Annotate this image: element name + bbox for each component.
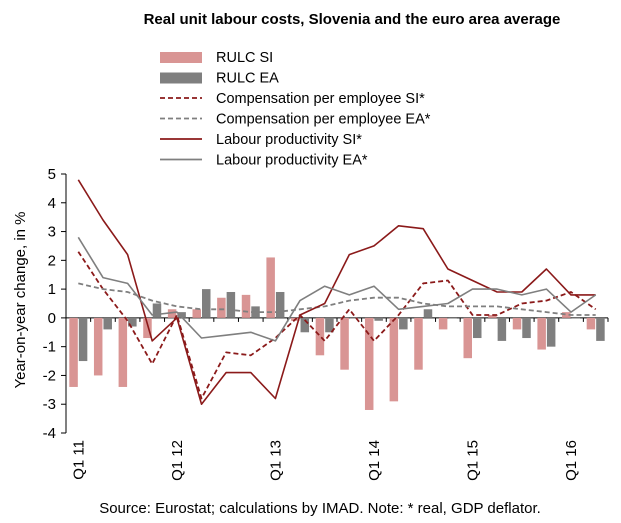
bar-rulc-ea xyxy=(596,317,605,341)
bar-rulc-si xyxy=(241,294,251,318)
bar-rulc-si xyxy=(217,297,226,318)
bar-rulc-ea xyxy=(300,317,310,333)
bar-rulc-ea xyxy=(275,291,285,318)
x-tick-label: Q1 12 xyxy=(169,440,186,481)
line-compensation-per-employee-ea- xyxy=(78,282,596,316)
bar-rulc-ea xyxy=(78,317,88,362)
bar-rulc-ea xyxy=(546,317,556,347)
legend-label-compensation-per-employee-ea-: Compensation per employee EA* xyxy=(216,112,431,128)
y-tick-label: -4 xyxy=(43,425,56,442)
x-tick-label: Q1 15 xyxy=(465,440,482,481)
bar-rulc-ea xyxy=(103,317,112,330)
line-labour-productivity-si- xyxy=(77,179,596,406)
legend-swatch-rulc-ea xyxy=(160,72,202,84)
bar-rulc-si xyxy=(562,312,571,318)
bar-rulc-ea xyxy=(473,317,482,339)
bar-rulc-ea xyxy=(571,317,581,319)
bar-rulc-si xyxy=(438,317,448,330)
y-tick-label: 1 xyxy=(48,281,56,298)
bar-rulc-si xyxy=(537,317,546,350)
source-note: Source: Eurostat; calculations by IMAD. … xyxy=(99,500,541,517)
bar-rulc-si xyxy=(463,317,472,359)
bar-rulc-si xyxy=(586,317,596,330)
bar-rulc-ea xyxy=(202,289,211,318)
bar-rulc-ea xyxy=(423,309,433,318)
bar-rulc-si xyxy=(488,315,497,318)
bar-rulc-si xyxy=(364,317,374,410)
bar-rulc-ea xyxy=(226,291,236,318)
x-tick-label: Q1 14 xyxy=(366,440,383,481)
y-tick-label: -3 xyxy=(43,396,56,413)
legend: RULC SI RULC EA Compensation per employee … xyxy=(160,50,431,169)
bar-rulc-si xyxy=(340,317,349,370)
bar-rulc-si xyxy=(389,317,399,402)
legend-label-rulc-si: RULC SI xyxy=(216,50,273,66)
x-tick-label: Q1 13 xyxy=(267,440,284,481)
legend-swatch-rulc-si xyxy=(160,52,202,63)
line-labour-productivity-ea- xyxy=(77,236,597,342)
y-tick-label: -2 xyxy=(43,367,56,384)
y-tick-label: 0 xyxy=(48,310,56,327)
y-tick-label: 4 xyxy=(48,195,56,212)
bar-rulc-si xyxy=(315,317,325,356)
bar-rulc-si xyxy=(93,317,103,376)
x-tick-label: Q1 11 xyxy=(70,440,87,480)
line-compensation-per-employee-si- xyxy=(77,251,597,400)
x-tick-label: Q1 16 xyxy=(563,440,580,481)
bar-rulc-ea xyxy=(177,312,186,318)
bar-rulc-si xyxy=(512,317,522,330)
bar-rulc-ea xyxy=(399,317,408,330)
legend-label-labour-productivity-ea-: Labour productivity EA* xyxy=(216,153,368,169)
bar-rulc-ea xyxy=(128,317,137,327)
chart-title: Real unit labour costs, Slovenia and the… xyxy=(144,11,561,28)
y-tick-label: 3 xyxy=(48,224,56,241)
y-tick-label: -1 xyxy=(43,339,56,356)
legend-label-rulc-ea: RULC EA xyxy=(216,71,279,87)
legend-label-compensation-per-employee-si-: Compensation per employee SI* xyxy=(216,91,425,107)
bar-rulc-ea xyxy=(152,303,162,318)
bar-rulc-ea xyxy=(448,317,457,319)
bar-rulc-si xyxy=(167,309,177,318)
bar-rulc-ea xyxy=(522,317,531,339)
y-axis-title: Year-on-year change, in % xyxy=(12,211,29,388)
bar-rulc-si xyxy=(414,317,423,370)
bar-rulc-si xyxy=(69,317,78,387)
bar-rulc-ea xyxy=(349,317,359,319)
bar-rulc-ea xyxy=(325,317,334,333)
plot-area: -4 -3 -2 -1 0 1 2 3 4 5 Q1 11 Q1 12 Q1 13 Q1 14 Q1 15 Q… xyxy=(43,166,609,481)
y-tick-label: 5 xyxy=(48,166,56,183)
bar-rulc-si xyxy=(118,317,128,387)
legend-label-labour-productivity-si-: Labour productivity SI* xyxy=(216,132,362,148)
bar-rulc-ea xyxy=(374,317,383,321)
bar-rulc-ea xyxy=(497,317,507,341)
bar-rulc-si xyxy=(192,309,201,318)
y-tick-label: 2 xyxy=(48,252,56,269)
bar-rulc-si xyxy=(143,317,152,339)
bar-rulc-si xyxy=(266,257,275,318)
